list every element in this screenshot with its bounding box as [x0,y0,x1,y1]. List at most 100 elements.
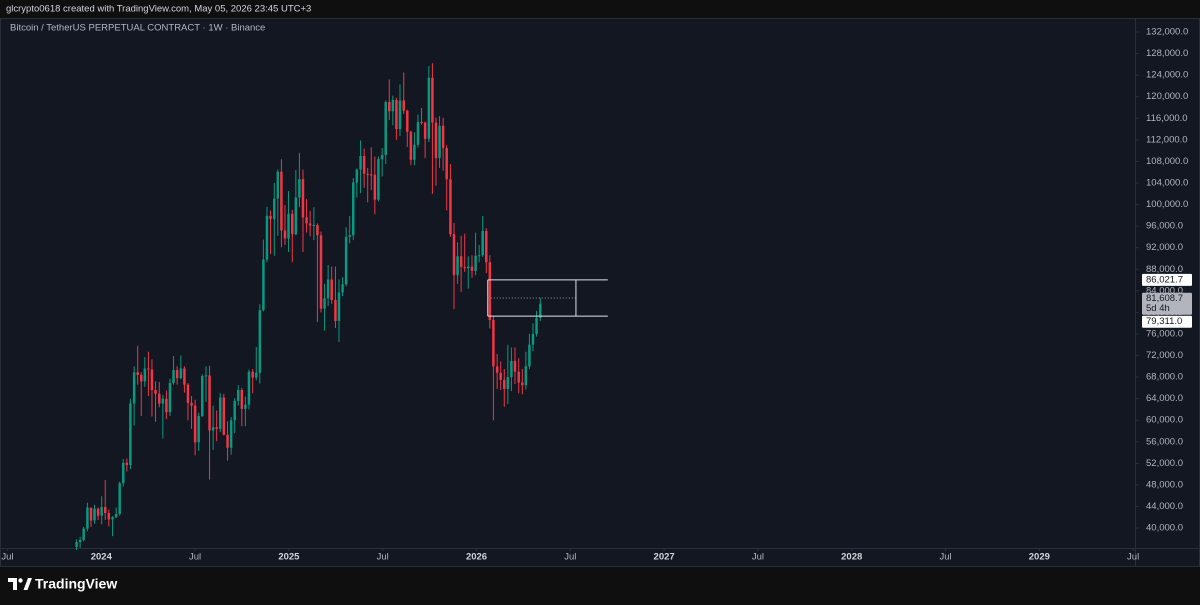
candle-body [96,508,100,516]
candle-body [251,371,254,378]
x-tick-label: Jul [939,552,951,563]
candle-body [305,217,308,224]
candle-body [456,256,459,276]
candle-body [229,420,233,448]
candle-body [283,230,287,239]
candle-body [413,144,416,160]
y-tick-label: 104,000.0 [1146,178,1188,189]
candle-body [218,397,222,429]
candle-body [265,215,269,260]
candle-body [211,427,215,431]
chart-panel [0,18,1200,567]
candle-body [86,507,89,529]
candle-body [175,370,179,379]
candle-body [499,372,502,380]
candle-body [485,230,488,263]
y-tick-label: 72,000.0 [1146,350,1183,361]
y-tick-label: 88,000.0 [1146,264,1183,275]
candle-body [172,370,175,384]
x-tick-label: Jul [752,552,764,563]
candle-body [467,266,470,269]
candle-body [247,371,251,405]
candle-body [463,267,466,269]
countdown-label: 5d 4h [1146,303,1170,314]
candle-body [125,462,129,465]
candle-body [420,122,423,124]
candle-body [513,360,517,372]
y-tick-label: 44,000.0 [1146,501,1183,512]
y-tick-label: 60,000.0 [1146,415,1183,426]
candle-body [168,383,172,413]
candle-body [470,266,474,271]
logo: TradingView [8,576,117,592]
candle-body [539,303,542,318]
candle-body [118,483,121,515]
candle-body [308,223,312,226]
candle-body [301,179,305,218]
x-tick-label: Jul [1,552,13,563]
candle-body [370,174,373,176]
level-label-box [1142,315,1192,328]
y-tick-label: 128,000.0 [1146,48,1188,59]
y-tick-label: 92,000.0 [1146,242,1183,253]
candle-body [226,434,229,448]
candle-body [510,360,513,378]
last-price-label: 81,608.7 [1146,293,1183,304]
y-tick-label: 96,000.0 [1146,221,1183,232]
x-tick-label: 2024 [91,552,113,563]
y-tick-label: 116,000.0 [1146,113,1188,124]
candle-body [222,397,226,435]
candle-body [341,284,344,293]
candle-body [388,102,391,112]
logo-mark [18,578,23,583]
y-tick-label: 124,000.0 [1146,70,1188,81]
candle-body [82,528,85,540]
candle-body [287,213,290,239]
candle-body [431,77,434,123]
x-tick-label: Jul [377,552,389,563]
candle-body [445,147,448,180]
candle-body [258,310,262,373]
y-tick-label: 56,000.0 [1146,436,1183,447]
candle-body [355,169,359,183]
candle-body [208,375,211,431]
candle-body [416,122,420,145]
candle-body [150,369,154,391]
candle-body [114,514,118,518]
y-tick-label: 68,000.0 [1146,372,1183,383]
y-tick-label: 132,000.0 [1146,27,1188,38]
y-tick-label: 76,000.0 [1146,328,1183,339]
candle-body [398,100,402,130]
level-label-box [1142,273,1192,286]
candle-body [107,512,111,520]
candle-body [190,402,193,406]
y-tick-label: 112,000.0 [1146,134,1188,145]
candle-body [323,298,326,309]
candle-body [204,375,208,377]
candle-body [103,507,107,513]
candle-body [319,235,323,309]
candle-body [395,99,398,130]
candle-body [186,384,190,403]
logo-mark [23,578,32,590]
candle-body [294,197,298,235]
candle-body [111,517,114,520]
candle-body [384,102,387,155]
level-label: 79,311.0 [1146,316,1182,327]
candle-body [89,507,93,521]
candle-body [147,368,150,370]
x-tick-label: Jul [564,552,576,563]
candle-body [423,122,427,139]
x-tick-label: Jul [1127,552,1139,563]
candle-body [255,372,258,378]
candle-body [269,215,272,220]
candle-body [352,182,355,236]
candle-body [377,159,380,200]
candle-body [179,368,183,379]
candle-body [161,398,165,404]
candle-body [528,344,531,367]
candle-body [276,171,280,199]
candle-body [477,255,481,257]
candle-body [434,122,438,159]
